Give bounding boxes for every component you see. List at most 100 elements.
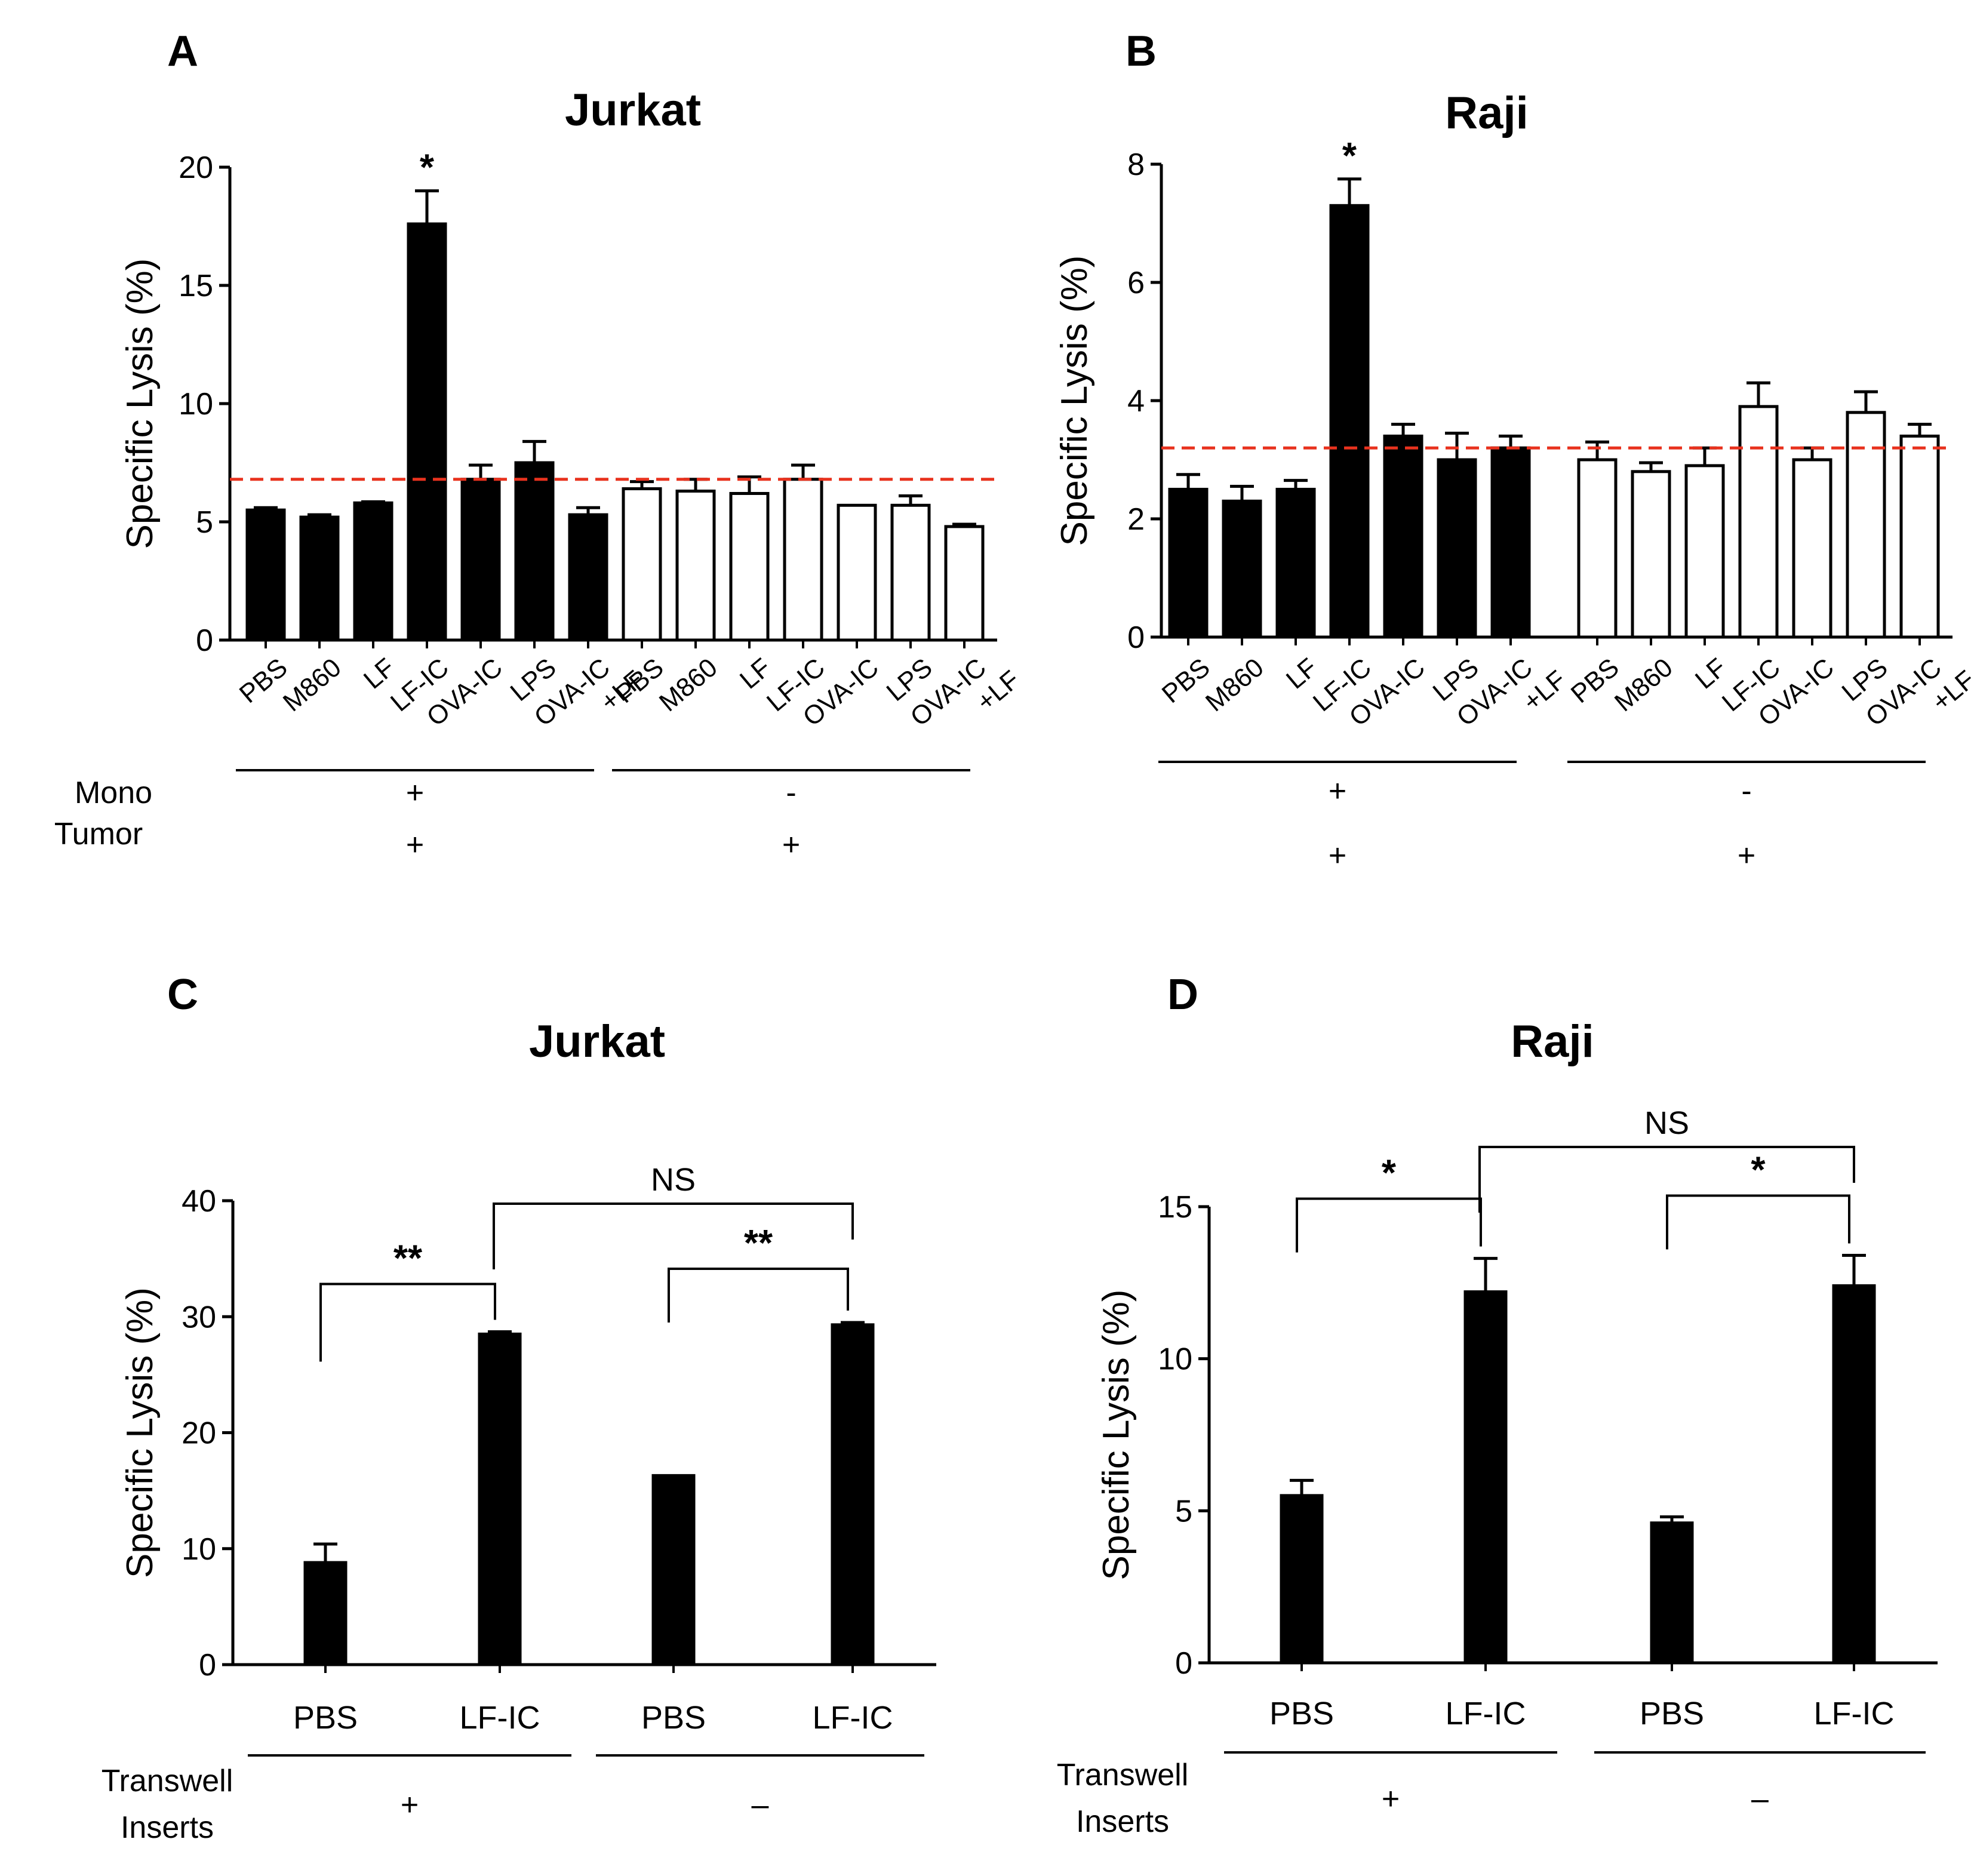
panel-a-bar (299, 515, 340, 642)
panel-c-x-tick-label: LF-IC (813, 1700, 893, 1736)
panel-a-y-tick-label: 10 (179, 387, 213, 422)
panel-b-letter: B (1126, 27, 1157, 75)
panel-c-bracket-label: ** (393, 1238, 423, 1280)
panel-b-y-tick-label: 8 (1127, 147, 1145, 182)
panel-c-title: Jurkat (529, 1016, 665, 1067)
panel-a-tumor-sign: + (782, 828, 800, 862)
panel-b-x-tick-label-line: M860 (1609, 653, 1678, 717)
panel-b-bar (1222, 499, 1262, 639)
panel-a-row-label-mono: Mono (75, 776, 152, 810)
panel-a-bar (944, 525, 985, 642)
panel-d-y-tick-label: 15 (1158, 1190, 1192, 1225)
panel-c-bracket-label: NS (651, 1162, 696, 1198)
panel-c-y-tick-label: 10 (182, 1532, 216, 1567)
panel-c-comparison-bracket (319, 1283, 496, 1362)
panel-d-row-label-transwell: Transwell (1057, 1758, 1189, 1792)
panel-c-row-label-transwell: Transwell (102, 1764, 233, 1798)
panel-a-mono-sign: - (786, 776, 796, 810)
panel-a-tumor-sign: + (406, 828, 424, 862)
panel-d-y-axis-label: Specific Lysis (%) (1096, 1290, 1137, 1580)
panel-b-bar (1329, 204, 1370, 639)
panel-c-y-tick-label: 30 (182, 1300, 216, 1334)
panel-b-bar (1899, 434, 1940, 639)
panel-a-x-tick-label: M860 (654, 653, 723, 717)
panel-a-x-tick-label-line: M860 (278, 653, 347, 717)
panel-c-transwell-sign: – (752, 1788, 769, 1822)
panel-a-bar (837, 503, 877, 642)
panel-c-x-tick-label: PBS (293, 1700, 358, 1736)
panel-a-bar (675, 490, 716, 642)
panel-d-transwell-sign: – (1751, 1782, 1769, 1816)
panel-a-bar (568, 513, 608, 642)
panel-d-comparison-bracket (1666, 1194, 1850, 1250)
panel-d-bracket-label: * (1751, 1149, 1766, 1191)
panel-d-bar (1280, 1494, 1324, 1665)
panel-c-x-tick-label: LF-IC (460, 1700, 540, 1736)
panel-a-y-tick-label: 5 (196, 505, 213, 540)
panel-b-y-tick-label: 4 (1127, 384, 1145, 419)
panel-c-y-tick-label: 40 (182, 1184, 216, 1219)
panel-c-bar (651, 1474, 696, 1666)
panel-d-y-tick-label: 10 (1158, 1342, 1192, 1377)
panel-b-bar (1490, 446, 1531, 639)
panel-b-bar (1437, 458, 1477, 639)
panel-d-bar (1463, 1290, 1508, 1665)
panel-c-comparison-bracket (493, 1203, 854, 1269)
panel-b-mono-sign: + (1329, 774, 1346, 808)
panel-d-bar (1650, 1521, 1694, 1665)
panel-a-y-tick-label: 20 (179, 150, 213, 185)
panel-d-comparison-bracket (1478, 1146, 1855, 1213)
panel-d-transwell-sign: + (1382, 1782, 1400, 1816)
panel-d-x-tick-label: LF-IC (1814, 1696, 1895, 1732)
panel-b-y-tick-label: 0 (1127, 620, 1145, 655)
panel-a-y-axis-label: Specific Lysis (%) (119, 259, 161, 549)
panel-d-row-label-inserts: Inserts (1076, 1804, 1169, 1839)
panel-b-bar (1168, 488, 1209, 639)
panel-d-letter: D (1167, 971, 1198, 1019)
panel-b-tumor-sign: + (1329, 838, 1346, 873)
panel-a-y-tick-label: 15 (179, 269, 213, 303)
panel-a-bar (460, 478, 501, 642)
panel-b-bar (1275, 488, 1316, 639)
panel-b-mono-sign: - (1741, 774, 1751, 808)
panel-b-x-tick-label: M860 (1609, 653, 1678, 717)
panel-c-transwell-sign: + (401, 1788, 419, 1822)
panel-d-bracket-label: * (1382, 1153, 1397, 1194)
panel-c-y-tick-label: 20 (182, 1416, 216, 1451)
panel-d-comparison-bracket (1296, 1197, 1482, 1253)
panel-d-x-tick-label: LF-IC (1446, 1696, 1526, 1732)
panel-c-y-tick-label: 0 (199, 1648, 216, 1683)
panel-b-significance-star: * (1342, 136, 1357, 177)
panel-a-row-label-tumor: Tumor (54, 817, 143, 851)
panel-c-bracket-label: ** (744, 1223, 773, 1264)
panel-c-comparison-bracket (668, 1267, 849, 1323)
panel-b-bar (1684, 464, 1725, 639)
panel-b-bar (1846, 411, 1886, 639)
panel-b-x-tick-label: M860 (1200, 653, 1269, 717)
panel-a-significance-star: * (420, 147, 435, 189)
panel-b-bar (1738, 405, 1779, 639)
panel-b-y-tick-label: 2 (1127, 502, 1145, 537)
panel-a-bar (622, 487, 662, 642)
panel-a-mono-sign: + (406, 776, 424, 810)
panel-a-bar (407, 222, 447, 642)
panel-b-bar (1792, 458, 1832, 639)
panel-d-y-tick-label: 5 (1175, 1494, 1192, 1529)
panel-d-x-tick-label: PBS (1640, 1696, 1704, 1732)
panel-d-bar (1832, 1284, 1876, 1665)
panel-a-bar (729, 491, 770, 642)
panel-c-row-label-inserts: Inserts (121, 1810, 214, 1845)
panel-c-bar (478, 1332, 522, 1666)
panel-c-bar (831, 1323, 875, 1666)
panel-a-bar (890, 503, 931, 642)
panel-b-bar (1383, 434, 1423, 639)
panel-a-bar (245, 508, 286, 642)
panel-b-y-tick-label: 6 (1127, 266, 1145, 300)
panel-d-bracket-label: NS (1644, 1105, 1689, 1141)
panel-b-tumor-sign: + (1738, 838, 1755, 873)
panel-a-y-tick-label: 0 (196, 623, 213, 658)
panel-b-y-axis-label: Specific Lysis (%) (1054, 256, 1095, 546)
panel-a-bar (514, 461, 555, 642)
panel-a-title: Jurkat (565, 85, 701, 136)
